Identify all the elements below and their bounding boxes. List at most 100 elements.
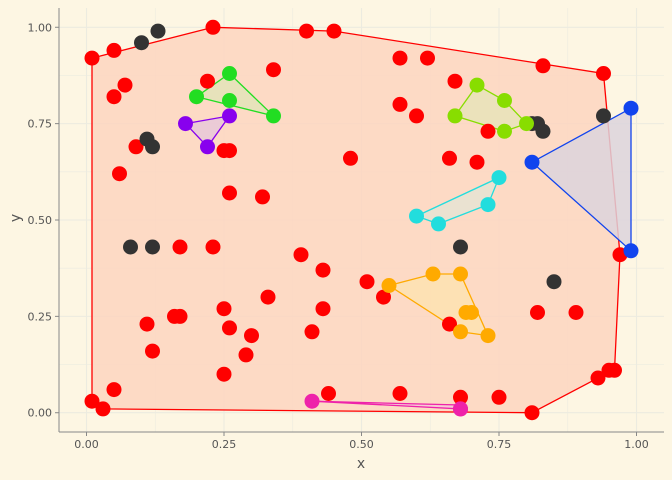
data-point — [189, 89, 204, 105]
data-point — [172, 239, 188, 255]
data-point — [315, 301, 331, 317]
data-point — [497, 93, 512, 108]
y-tick-label: 0.50 — [28, 214, 53, 227]
data-point — [216, 366, 232, 382]
data-point — [409, 108, 424, 124]
data-point — [200, 73, 215, 89]
data-point — [623, 243, 639, 259]
data-point — [139, 316, 155, 332]
data-point — [392, 96, 408, 112]
data-point — [222, 66, 237, 81]
data-point — [222, 108, 237, 124]
x-tick-label: 0.00 — [74, 438, 99, 451]
y-tick-label: 0.00 — [28, 407, 53, 420]
data-point — [497, 123, 512, 139]
hull-polygons — [91, 26, 632, 414]
data-point — [244, 328, 259, 344]
data-point — [172, 308, 188, 324]
data-point — [590, 370, 606, 386]
data-point — [200, 139, 215, 155]
data-point — [420, 50, 435, 66]
data-point — [392, 386, 408, 401]
data-point — [447, 73, 463, 89]
data-point — [596, 66, 611, 81]
data-point — [453, 239, 468, 255]
data-point — [480, 123, 496, 139]
data-point — [568, 305, 584, 320]
data-point — [293, 247, 309, 263]
data-point — [546, 274, 562, 290]
data-point — [266, 62, 281, 78]
y-tick-label: 0.75 — [28, 118, 53, 131]
data-point — [464, 305, 479, 320]
hull-polygon — [530, 107, 632, 253]
data-point — [535, 58, 551, 74]
data-point — [106, 89, 122, 105]
data-point — [321, 386, 336, 401]
data-point — [134, 35, 149, 51]
data-point — [425, 266, 441, 282]
data-point — [442, 150, 457, 166]
data-point — [480, 328, 496, 344]
data-point — [381, 278, 397, 293]
x-tick-label: 0.50 — [349, 438, 374, 451]
data-point — [596, 108, 611, 124]
data-point — [216, 301, 232, 317]
data-points — [84, 19, 639, 421]
data-point — [128, 139, 144, 155]
data-point — [222, 143, 237, 159]
data-point — [106, 382, 122, 398]
x-tick-label: 0.25 — [212, 438, 237, 451]
data-point — [117, 77, 133, 93]
data-point — [106, 42, 122, 58]
data-point — [491, 389, 507, 405]
data-point — [255, 189, 270, 205]
data-point — [453, 401, 468, 417]
data-point — [84, 50, 100, 66]
data-point — [453, 324, 468, 340]
data-point — [299, 23, 314, 39]
axes: 0.00 0.25 0.50 0.75 1.00 0.00 0.25 0.50 0.75 1.00 — [28, 8, 664, 451]
data-point — [112, 166, 127, 182]
data-point — [447, 108, 463, 124]
data-point — [304, 393, 320, 409]
y-tick-label: 0.25 — [28, 310, 53, 323]
data-point — [145, 139, 160, 155]
data-point — [491, 170, 507, 186]
hull-polygon — [184, 114, 231, 148]
data-point — [123, 239, 138, 255]
data-point — [238, 347, 254, 363]
data-point — [376, 289, 391, 305]
data-point — [392, 50, 408, 66]
data-point — [222, 320, 237, 336]
data-point — [524, 154, 540, 170]
data-point — [442, 316, 457, 332]
data-point — [266, 108, 281, 124]
hull-polygon — [91, 26, 621, 414]
data-point — [222, 185, 237, 201]
data-point — [343, 150, 358, 166]
data-point — [409, 208, 424, 224]
x-axis-title: x — [357, 456, 365, 472]
data-point — [524, 405, 540, 421]
data-point — [607, 362, 622, 378]
data-point — [95, 401, 111, 417]
data-point — [205, 19, 221, 35]
data-point — [326, 23, 342, 39]
data-point — [359, 274, 375, 290]
data-point — [260, 289, 276, 305]
data-point — [453, 266, 468, 282]
data-point — [480, 197, 496, 213]
data-point — [535, 123, 551, 139]
data-point — [453, 389, 468, 405]
x-tick-label: 1.00 — [624, 438, 649, 451]
data-point — [519, 116, 534, 132]
data-point — [431, 216, 446, 232]
data-point — [145, 343, 160, 359]
data-point — [222, 93, 237, 108]
data-point — [623, 100, 639, 116]
data-point — [315, 262, 331, 278]
y-axis-title: y — [8, 214, 24, 222]
data-point — [84, 393, 100, 409]
